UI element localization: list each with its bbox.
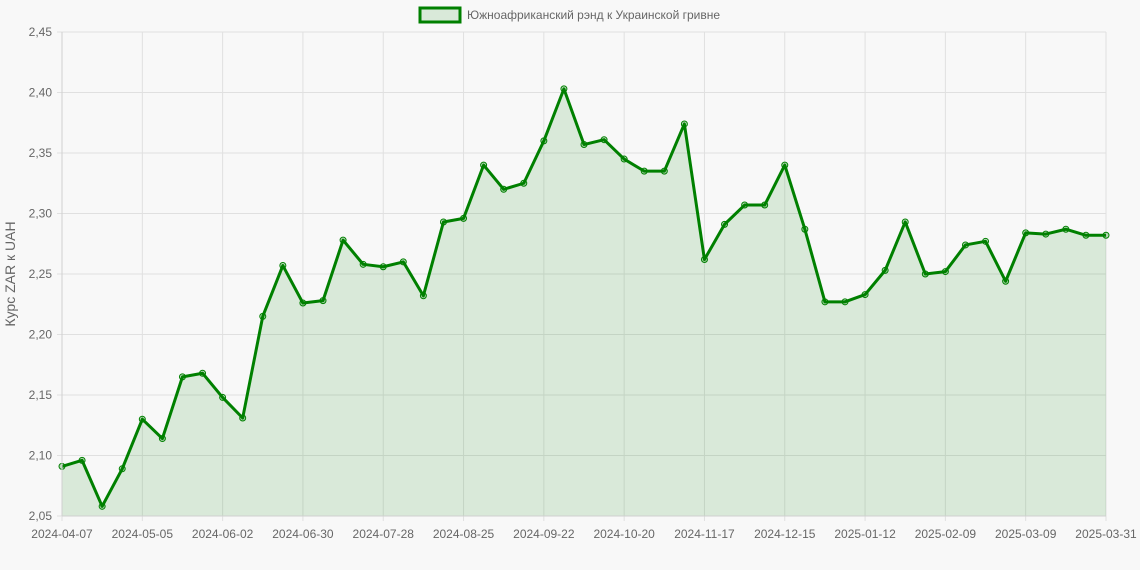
- y-tick-label: 2,05: [29, 509, 53, 523]
- x-tick-label: 2024-07-28: [353, 527, 415, 541]
- data-point[interactable]: [982, 237, 990, 245]
- data-point[interactable]: [500, 185, 508, 193]
- y-tick-label: 2,20: [29, 328, 53, 342]
- data-point[interactable]: [861, 291, 869, 299]
- data-point[interactable]: [199, 369, 207, 377]
- data-point[interactable]: [460, 214, 468, 222]
- data-point[interactable]: [219, 393, 227, 401]
- x-tick-label: 2024-06-02: [192, 527, 254, 541]
- data-point[interactable]: [941, 268, 949, 276]
- data-point[interactable]: [700, 255, 708, 263]
- data-point[interactable]: [419, 292, 427, 300]
- y-tick-label: 2,15: [29, 388, 53, 402]
- data-point[interactable]: [901, 218, 909, 226]
- data-point[interactable]: [379, 263, 387, 271]
- x-tick-label: 2024-04-07: [31, 527, 93, 541]
- data-point[interactable]: [841, 298, 849, 306]
- data-point[interactable]: [399, 258, 407, 266]
- y-tick-label: 2,45: [29, 25, 53, 39]
- data-point[interactable]: [660, 167, 668, 175]
- data-point[interactable]: [600, 136, 608, 144]
- data-point[interactable]: [1102, 231, 1110, 239]
- data-point[interactable]: [1082, 231, 1090, 239]
- data-point[interactable]: [540, 137, 548, 145]
- grid: [61, 31, 1107, 517]
- data-point[interactable]: [801, 225, 809, 233]
- data-point[interactable]: [721, 220, 729, 228]
- x-tick-label: 2024-09-22: [513, 527, 575, 541]
- legend[interactable]: Южноафриканский рэнд к Украинской гривне: [418, 6, 720, 24]
- data-point[interactable]: [339, 236, 347, 244]
- x-tick-label: 2025-01-12: [834, 527, 896, 541]
- data-point[interactable]: [921, 270, 929, 278]
- data-point[interactable]: [299, 299, 307, 307]
- data-point[interactable]: [178, 373, 186, 381]
- data-point[interactable]: [319, 297, 327, 305]
- data-point[interactable]: [741, 201, 749, 209]
- data-point[interactable]: [78, 456, 86, 464]
- x-tick-label: 2025-03-31: [1075, 527, 1137, 541]
- data-point[interactable]: [821, 298, 829, 306]
- legend-swatch[interactable]: [418, 6, 462, 24]
- data-point[interactable]: [640, 167, 648, 175]
- data-point[interactable]: [259, 312, 267, 320]
- x-tick-label: 2024-12-15: [754, 527, 816, 541]
- series-area-fill: [62, 88, 1106, 517]
- x-tick-label: 2024-10-20: [593, 527, 655, 541]
- data-point[interactable]: [138, 415, 146, 423]
- data-point[interactable]: [680, 120, 688, 128]
- data-point[interactable]: [520, 179, 528, 187]
- data-point[interactable]: [620, 155, 628, 163]
- x-tick-label: 2025-03-09: [995, 527, 1057, 541]
- y-tick-label: 2,10: [29, 449, 53, 463]
- data-point[interactable]: [560, 85, 568, 93]
- x-tick-label: 2024-05-05: [112, 527, 174, 541]
- data-point[interactable]: [239, 414, 247, 422]
- data-point[interactable]: [961, 241, 969, 249]
- data-point[interactable]: [1002, 277, 1010, 285]
- x-tick-label: 2024-06-30: [272, 527, 334, 541]
- y-tick-label: 2,25: [29, 267, 53, 281]
- data-point[interactable]: [1042, 230, 1050, 238]
- data-point[interactable]: [279, 262, 287, 270]
- data-point[interactable]: [761, 201, 769, 209]
- data-point[interactable]: [881, 266, 889, 274]
- series-line: [61, 87, 1106, 508]
- data-point[interactable]: [781, 161, 789, 169]
- series-points: [58, 85, 1110, 510]
- y-tick-label: 2,30: [29, 207, 53, 221]
- y-tick-label: 2,40: [29, 86, 53, 100]
- x-axis: 2024-04-07 2024-05-05 2024-06-02 2024-06-30…: [31, 515, 1137, 541]
- y-tick-label: 2,35: [29, 146, 53, 160]
- data-point[interactable]: [118, 465, 126, 473]
- data-point[interactable]: [1022, 229, 1030, 237]
- data-point[interactable]: [158, 435, 166, 443]
- data-point[interactable]: [480, 161, 488, 169]
- x-tick-label: 2024-08-25: [433, 527, 495, 541]
- series-area: [61, 87, 1106, 517]
- y-axis-title: Курс ZAR к UAH: [2, 221, 18, 326]
- data-point[interactable]: [1062, 225, 1070, 233]
- data-point[interactable]: [439, 218, 447, 226]
- x-tick-label: 2025-02-09: [915, 527, 977, 541]
- data-point[interactable]: [98, 502, 106, 510]
- y-axis: 2,05 2,10 2,15 2,20 2,25 2,30 2,35 2,40 2,45: [29, 25, 63, 523]
- data-point[interactable]: [580, 141, 588, 149]
- x-tick-label: 2024-11-17: [674, 527, 735, 541]
- data-point[interactable]: [359, 260, 367, 268]
- legend-label[interactable]: Южноафриканский рэнд к Украинской гривне: [467, 8, 720, 22]
